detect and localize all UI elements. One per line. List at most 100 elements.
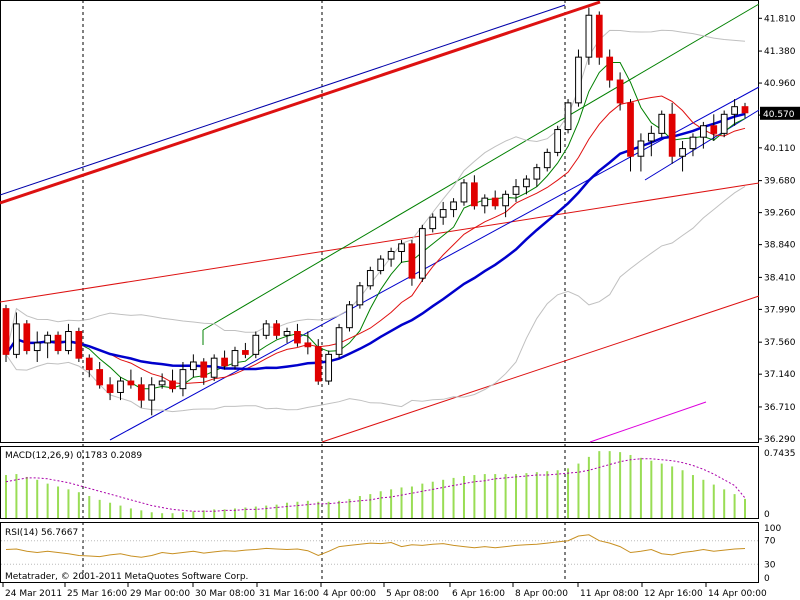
candle [398,240,405,263]
macd-tick-label: 0 [764,510,770,520]
candle [346,301,353,332]
rsi-line [1,534,758,565]
candle [169,369,176,393]
candle [221,350,228,370]
trend-line [0,0,601,205]
candle [679,140,686,172]
price-tick-label: 39.260 [764,209,796,219]
rsi-tick-label: 30 [764,560,776,570]
price-tick-label: 40.960 [764,79,796,89]
upper-band [5,29,746,355]
candle [314,339,322,385]
candle [627,99,634,172]
candle [252,331,260,359]
candle [117,377,124,401]
candle [85,354,93,378]
time-tick-label: 8 Apr 00:00 [515,589,568,599]
candle [533,163,541,187]
candle [54,331,62,355]
time-tick-label: 5 Apr 08:00 [386,589,439,599]
rsi-axis: 100 70 30 0 [764,524,781,584]
candle [720,110,728,138]
candle [710,114,718,141]
candle [13,312,20,359]
candle [242,342,249,359]
candle [387,247,395,267]
trend-line [589,401,707,443]
price-axis: 41.81041.38040.96040.54040.11039.68039.2… [758,14,796,445]
time-tick-label: 30 Mar 08:00 [195,589,255,599]
bollinger-bands [5,29,746,413]
candle [606,49,614,88]
candle [96,361,104,389]
candles [2,7,749,416]
candle [75,327,83,362]
candle [179,361,187,397]
price-tick-label: 40.110 [764,144,796,154]
trend-line [321,295,760,443]
candle [658,110,666,138]
macd-signal-line [5,458,746,512]
candle [408,240,416,286]
price-tick-label: 38.410 [764,273,796,283]
candle [137,377,145,408]
candle [33,331,41,362]
time-tick-label: 11 Apr 08:00 [580,589,639,599]
candle [304,331,312,355]
candle [283,327,291,343]
candle [585,7,593,65]
time-tick-label: 4 Apr 00:00 [323,589,376,599]
macd-pane-frame [0,446,759,519]
macd-label: MACD(12,26,9) 0.1783 0.2089 [5,451,142,461]
macd-histogram [5,451,746,518]
candle [554,125,562,157]
price-tick-label: 41.810 [764,14,796,24]
time-tick-label: 29 Mar 00:00 [130,589,190,599]
time-tick-label: 24 Mar 2011 [5,589,62,599]
main-pane-frame [0,0,759,443]
candle [502,190,509,218]
time-tick-label: 31 Mar 16:00 [259,589,319,599]
candle [668,102,676,164]
copyright-text: Metatrader, © 2001-2011 MetaQuotes Softw… [5,572,248,582]
price-tick-label: 37.560 [764,338,796,348]
time-tick-label: 25 Mar 16:00 [67,589,127,599]
time-axis: 24 Mar 2011 25 Mar 16:00 29 Mar 00:00 30 Ma… [2,583,767,599]
candle [65,323,72,355]
candle [366,266,374,290]
trend-line [644,109,760,181]
candle [325,350,333,385]
candle [158,373,166,389]
price-tick-label: 36.290 [764,435,796,445]
trend-line [0,182,760,303]
rsi-tick-label: 100 [764,524,781,534]
last-price-label: 40.570 [763,110,795,120]
candle [731,99,738,126]
trend-lines [0,0,760,443]
candle [23,320,31,355]
macd-tick-label: 0.7435 [764,449,796,459]
candle [335,323,343,359]
candle [2,304,10,362]
price-tick-label: 37.140 [764,370,796,380]
time-tick-label: 14 Apr 00:00 [708,589,767,599]
candle [200,358,208,385]
candle [189,354,197,378]
candle [44,331,51,359]
candle [700,121,707,149]
candle [418,224,426,282]
price-tick-label: 37.990 [764,305,796,315]
candle [481,194,489,214]
candle [564,99,572,134]
trend-line [202,3,760,331]
time-tick-label: 6 Apr 16:00 [452,589,505,599]
candle [450,198,457,218]
candle [637,133,645,172]
candle [210,354,218,382]
candle [543,148,551,172]
candle [595,11,603,65]
candle [523,175,530,195]
candle [106,377,114,401]
candle [647,125,655,157]
